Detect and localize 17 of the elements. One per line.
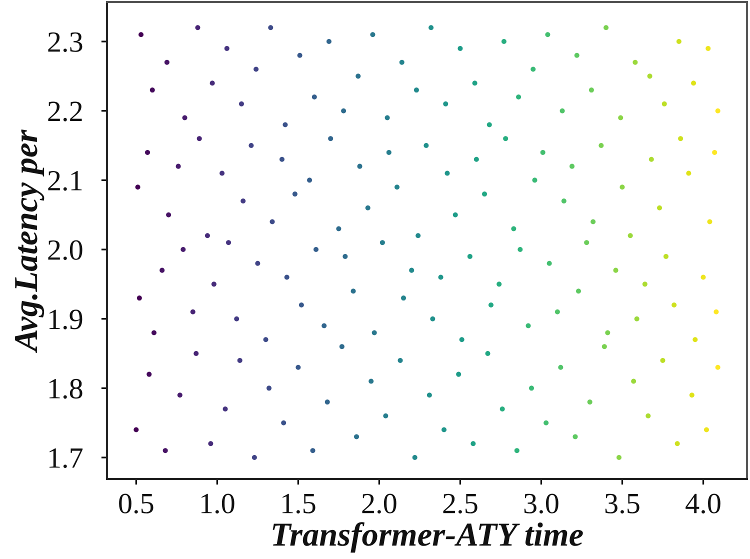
y-tick-label: 2.2 <box>48 102 82 122</box>
x-tick-label: 1.0 <box>202 494 234 514</box>
y-tick-label: 1.7 <box>49 448 83 468</box>
x-tick-label: 3.5 <box>605 494 640 514</box>
x-tick-label: 3.0 <box>524 494 558 514</box>
y-tick-label: 1.8 <box>49 378 82 399</box>
x-tick-label: 1.5 <box>282 494 316 514</box>
x-tick-label: 4.0 <box>686 494 720 514</box>
x-tick-label: 2.5 <box>443 494 478 514</box>
y-axis-title: Avg.Latency per <box>14 129 44 354</box>
x-axis-title: Transformer-ATY time <box>272 522 583 553</box>
x-tick-label: 0.5 <box>119 494 154 514</box>
y-tick-label: 2.3 <box>48 32 82 52</box>
y-tick-label: 2.1 <box>48 170 82 191</box>
y-tick-label: 1.9 <box>49 310 82 330</box>
x-tick-label: 2.0 <box>362 494 396 514</box>
y-tick-label: 2.0 <box>48 240 82 260</box>
